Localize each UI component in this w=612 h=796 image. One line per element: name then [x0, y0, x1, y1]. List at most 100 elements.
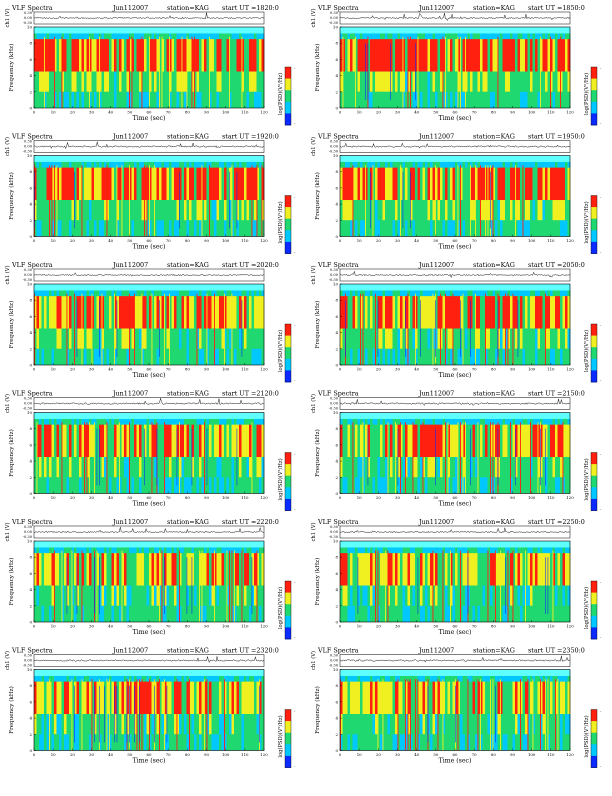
- spectrogram-cell: [52, 606, 55, 622]
- spectrogram-cell: [400, 27, 403, 33]
- spectrogram-cell: [227, 39, 230, 71]
- spectrogram-cell: [403, 296, 406, 328]
- spectrogram-cell: [395, 290, 398, 296]
- spectrogram-cell: [488, 72, 491, 92]
- spectrogram-cell: [495, 425, 498, 457]
- spectrogram-cell: [485, 413, 488, 419]
- spectrogram-cell: [435, 92, 438, 108]
- spectrogram-cell: [84, 349, 87, 365]
- spectrogram-cell: [510, 220, 513, 236]
- spectrogram-cell: [44, 586, 47, 606]
- spectrogram-cell: [463, 168, 466, 200]
- spectrogram-streak: [204, 422, 205, 493]
- spectrogram-cell: [418, 413, 421, 419]
- spectrogram-cell: [172, 606, 175, 622]
- y-tick-label: 4: [29, 73, 32, 78]
- spectrogram-cell: [493, 33, 496, 39]
- spectrogram-cell: [393, 168, 396, 200]
- spectrogram-streak: [363, 294, 364, 365]
- spectrogram-cell: [430, 419, 433, 425]
- spectrogram-dropout: [398, 429, 399, 486]
- spectrogram-cell: [495, 457, 498, 477]
- spectrogram-cell: [82, 413, 85, 419]
- x-tick-label: 70: [166, 367, 171, 372]
- spectrogram-cell: [523, 33, 526, 39]
- spectrogram-cell: [54, 284, 57, 290]
- spectrogram-cell: [450, 92, 453, 108]
- spectrogram-cell: [470, 33, 473, 39]
- spectrogram-cell: [244, 39, 247, 71]
- spectrogram-cell: [212, 419, 215, 425]
- spectrogram-cell: [254, 92, 257, 108]
- spectrogram-cell: [400, 290, 403, 296]
- x-tick-label: 90: [204, 238, 209, 243]
- spectrogram-cell: [227, 284, 230, 290]
- spectrogram-cell: [468, 425, 471, 457]
- spectrogram-cell: [44, 606, 47, 622]
- spectrogram-cell: [137, 541, 140, 547]
- spectrogram-cell: [500, 168, 503, 200]
- spectrogram-cell: [380, 329, 383, 349]
- spectrogram-cell: [167, 290, 170, 296]
- spectrogram-cell: [249, 33, 252, 39]
- spectrogram-cell: [565, 156, 568, 162]
- spectrogram-cell: [204, 284, 207, 290]
- spectrogram-cell: [380, 220, 383, 236]
- spectrogram-cell: [478, 39, 481, 71]
- spectrogram-cell: [152, 553, 155, 585]
- spectrogram-cell: [435, 156, 438, 162]
- spectrogram-cell: [214, 541, 217, 547]
- colorbar-label: log(PSD)(V²/Hz): [583, 201, 590, 243]
- spectrogram-cell: [438, 413, 441, 419]
- spectrogram-cell: [187, 220, 190, 236]
- spectrogram-cell: [47, 33, 50, 39]
- spectrogram-cell: [390, 27, 393, 33]
- spectrogram-cell: [370, 457, 373, 477]
- spectrogram-cell: [420, 419, 423, 425]
- spectrogram-cell: [515, 296, 518, 328]
- spectrogram-cell: [132, 419, 135, 425]
- spectrogram-cell: [167, 33, 170, 39]
- spectrogram-cell: [510, 39, 513, 71]
- spectrogram-cell: [207, 156, 210, 162]
- spectrogram-cell: [192, 349, 195, 365]
- spectrogram-cell: [403, 425, 406, 457]
- spectrogram-cell: [154, 156, 157, 162]
- spectrogram-cell: [388, 92, 391, 108]
- spectrogram-cell: [54, 457, 57, 477]
- spectrogram-cell: [104, 553, 107, 585]
- spectrogram-cell: [139, 329, 142, 349]
- spectrogram-cell: [77, 200, 80, 220]
- spectrogram-cell: [463, 39, 466, 71]
- spectrogram-cell: [513, 162, 516, 168]
- spectrogram-cell: [343, 477, 346, 493]
- spectrogram-cell: [79, 296, 82, 328]
- spectrogram-cell: [104, 296, 107, 328]
- spectrogram-cell: [82, 477, 85, 493]
- spectrogram-cell: [254, 586, 257, 606]
- spectrogram-cell: [350, 33, 353, 39]
- spectrogram-cell: [478, 27, 481, 33]
- spectrogram-cell: [114, 39, 117, 71]
- spectrogram-dropout: [415, 43, 416, 100]
- spectrogram-cell: [388, 200, 391, 220]
- spectrogram-cell: [217, 419, 220, 425]
- spectrogram-cell: [114, 553, 117, 585]
- spectrogram-cell: [535, 413, 538, 419]
- spectrogram-cell: [533, 27, 536, 33]
- spectrogram-cell: [363, 27, 366, 33]
- spectrogram-cell: [385, 284, 388, 290]
- spectrogram-cell: [197, 419, 200, 425]
- spectrogram-cell: [360, 419, 363, 425]
- spectrogram-cell: [244, 606, 247, 622]
- spectrogram-cell: [365, 457, 368, 477]
- spectrogram-cell: [64, 27, 67, 33]
- spectrogram-cell: [247, 457, 250, 477]
- spectrogram-streak: [209, 165, 210, 236]
- spectrogram-cell: [184, 329, 187, 349]
- spectrogram-cell: [380, 296, 383, 328]
- spectrogram-cell: [513, 33, 516, 39]
- spectrogram-cell: [518, 92, 521, 108]
